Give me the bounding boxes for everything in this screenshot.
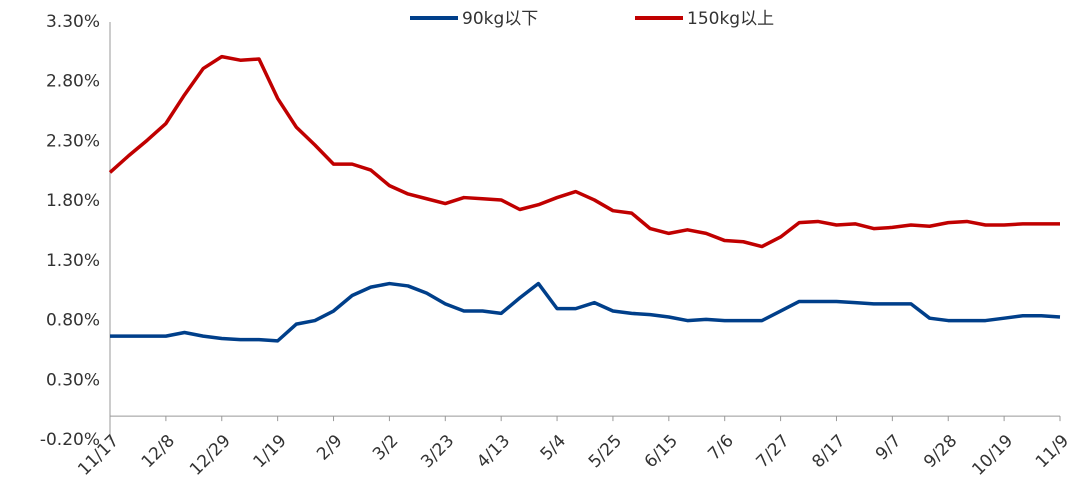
y-tick-label: -0.20% <box>40 430 100 450</box>
y-tick-label: 2.30% <box>46 131 100 151</box>
x-tick-label: 2/9 <box>313 431 346 464</box>
x-tick-label: 3/23 <box>417 431 458 472</box>
x-tick-label: 9/28 <box>920 431 961 472</box>
x-tick-label: 12/8 <box>138 431 179 472</box>
x-tick-label: 11/9 <box>1032 431 1068 472</box>
x-tick-label: 7/27 <box>753 431 794 472</box>
x-tick-label: 5/4 <box>537 431 570 464</box>
x-tick-label: 7/6 <box>704 431 737 464</box>
x-tick-label: 5/25 <box>585 431 626 472</box>
y-tick-label: 0.80% <box>46 311 100 331</box>
x-tick-label: 3/2 <box>369 431 402 464</box>
x-tick-label: 8/17 <box>808 431 849 472</box>
x-tick-label: 10/19 <box>968 431 1017 480</box>
series-line <box>108 54 1060 249</box>
y-tick-label: 0.30% <box>46 370 100 390</box>
series-line <box>110 281 1061 343</box>
legend-label: 90kg以下 <box>462 9 538 29</box>
x-tick-label: 9/7 <box>872 431 905 464</box>
x-tick-label: 6/15 <box>641 431 682 472</box>
y-tick-label: 1.80% <box>46 191 100 211</box>
y-tick-label: 2.80% <box>46 72 100 92</box>
y-tick-label: 3.30% <box>46 12 100 32</box>
x-tick-label: 4/13 <box>473 431 514 472</box>
x-tick-label: 12/29 <box>186 431 235 480</box>
x-tick-label: 1/19 <box>250 431 291 472</box>
y-tick-label: 1.30% <box>46 251 100 271</box>
legend-label: 150kg以上 <box>687 9 774 29</box>
